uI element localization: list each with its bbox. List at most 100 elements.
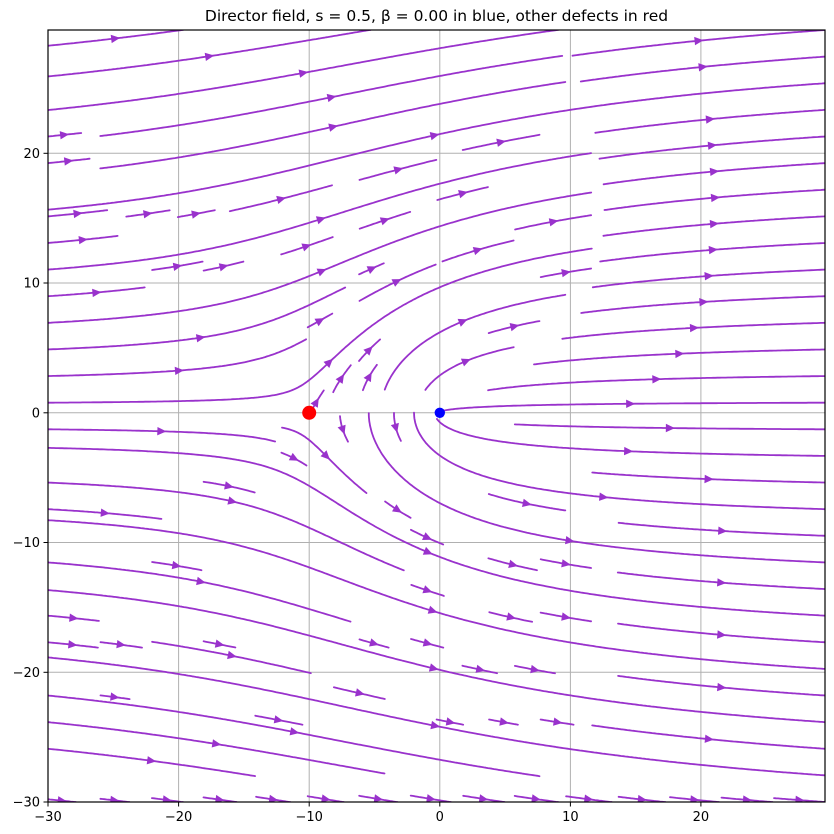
arrowhead-icon xyxy=(162,795,172,802)
arrowhead-icon xyxy=(624,446,634,456)
streamline xyxy=(367,412,825,564)
arrowhead-icon xyxy=(698,63,708,72)
arrowhead-icon xyxy=(196,576,206,586)
arrowhead-icon xyxy=(694,36,704,46)
arrowhead-icon xyxy=(63,157,74,166)
arrowhead-icon xyxy=(321,794,331,802)
streamline xyxy=(48,286,347,351)
streamline xyxy=(48,721,386,775)
arrowhead-icon xyxy=(704,272,714,281)
arrowhead-icon xyxy=(363,346,373,356)
streamline xyxy=(424,346,515,391)
arrowhead-icon xyxy=(422,546,433,555)
arrowhead-icon xyxy=(599,492,609,501)
arrowhead-icon xyxy=(92,288,102,298)
arrowhead-icon xyxy=(652,375,662,384)
arrowhead-icon xyxy=(709,219,719,229)
arrowhead-icon xyxy=(157,427,167,436)
streamline xyxy=(48,561,352,623)
chart-title: Director field, s = 0.5, β = 0.00 in blu… xyxy=(204,7,669,25)
y-tick-label: −30 xyxy=(13,796,40,811)
arrowhead-icon xyxy=(478,794,489,802)
arrowhead-icon xyxy=(227,650,237,660)
arrowhead-icon xyxy=(355,688,365,697)
arrowhead-icon xyxy=(227,496,238,505)
stream-arrows xyxy=(57,34,805,802)
arrowhead-icon xyxy=(316,268,327,277)
arrowhead-icon xyxy=(310,397,319,408)
arrowhead-icon xyxy=(496,138,506,147)
streamline xyxy=(591,268,825,289)
arrowhead-icon xyxy=(710,193,721,203)
arrowhead-icon xyxy=(68,640,78,649)
arrowhead-icon xyxy=(276,195,286,204)
arrowhead-icon xyxy=(363,372,372,383)
arrowhead-icon xyxy=(429,132,440,141)
arrowhead-icon xyxy=(268,794,279,802)
x-tick-label: −20 xyxy=(165,810,192,825)
arrowhead-icon xyxy=(315,216,326,225)
arrowhead-icon xyxy=(709,167,720,176)
arrowhead-icon xyxy=(78,236,88,245)
arrowhead-icon xyxy=(289,727,300,736)
arrowhead-icon xyxy=(584,794,594,802)
defect-marker xyxy=(302,405,317,420)
x-tick-label: −10 xyxy=(295,810,322,825)
arrowhead-icon xyxy=(320,450,330,460)
arrowhead-icon xyxy=(323,358,333,368)
arrowhead-icon xyxy=(215,794,225,802)
arrowhead-icon xyxy=(637,794,647,802)
arrowhead-icon xyxy=(499,717,509,726)
streamline xyxy=(48,694,541,778)
arrowhead-icon xyxy=(509,323,520,332)
arrowhead-icon xyxy=(116,640,126,649)
arrowhead-icon xyxy=(335,374,345,384)
streamline xyxy=(435,401,825,414)
arrowhead-icon xyxy=(174,366,184,375)
arrowhead-icon xyxy=(717,630,727,639)
arrowhead-icon xyxy=(457,318,468,327)
x-tick-label: 0 xyxy=(436,810,444,825)
arrowhead-icon xyxy=(508,559,518,568)
arrowhead-icon xyxy=(218,263,229,272)
arrowhead-icon xyxy=(393,166,404,175)
arrowhead-icon xyxy=(690,795,700,802)
arrowhead-icon xyxy=(705,115,715,124)
x-tick-label: 10 xyxy=(562,810,579,825)
arrowhead-icon xyxy=(626,399,636,408)
arrowhead-icon xyxy=(366,266,377,274)
arrowhead-icon xyxy=(445,717,456,726)
y-tick-label: −10 xyxy=(13,536,40,551)
arrowhead-icon xyxy=(717,682,727,692)
arrowhead-icon xyxy=(69,613,79,622)
arrowhead-icon xyxy=(73,209,83,219)
arrowhead-icon xyxy=(100,508,110,517)
y-tick-label: 20 xyxy=(23,147,40,162)
arrowhead-icon xyxy=(795,795,805,802)
arrowhead-icon xyxy=(143,210,153,219)
arrowhead-icon xyxy=(458,190,468,199)
arrowhead-icon xyxy=(708,245,718,255)
y-tick-label: 10 xyxy=(23,277,40,292)
arrowhead-icon xyxy=(704,734,714,743)
arrowhead-icon xyxy=(110,34,121,44)
arrowhead-icon xyxy=(211,739,222,748)
axis-ticks: −30 −20 −10 0 10 20 −30 −20 −10 0 10 20 xyxy=(13,147,710,825)
arrowhead-icon xyxy=(422,638,433,647)
defect-markers xyxy=(302,405,445,420)
arrowhead-icon xyxy=(204,52,215,61)
arrowhead-icon xyxy=(428,663,439,672)
arrowhead-icon xyxy=(146,756,157,765)
arrowhead-icon xyxy=(707,141,717,150)
arrowhead-icon xyxy=(689,323,699,333)
arrowhead-icon xyxy=(506,612,516,621)
arrowhead-icon xyxy=(328,123,338,132)
arrowhead-icon xyxy=(110,692,120,701)
arrowhead-icon xyxy=(475,664,486,673)
y-tick-label: −20 xyxy=(13,666,40,681)
arrowhead-icon xyxy=(531,794,541,802)
arrowhead-icon xyxy=(392,504,402,513)
arrowhead-icon xyxy=(422,585,433,594)
arrowhead-icon xyxy=(191,210,201,219)
